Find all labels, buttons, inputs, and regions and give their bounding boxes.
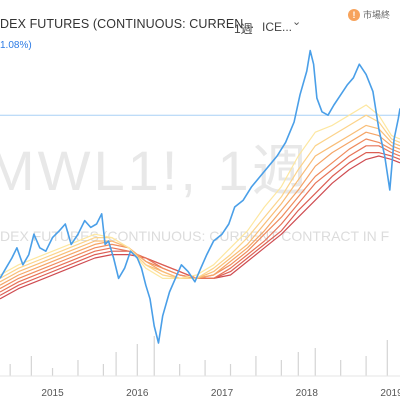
volume-bar xyxy=(115,352,117,376)
market-status-label: 市場終 xyxy=(363,10,391,20)
volume-bar xyxy=(136,344,138,376)
volume-bar xyxy=(51,368,54,376)
chevron-down-icon[interactable]: ⌄ xyxy=(292,16,302,28)
volume-bar xyxy=(102,364,104,376)
interval-label[interactable]: 1週 xyxy=(234,22,253,36)
volume-bar xyxy=(314,348,316,376)
price-line xyxy=(0,49,400,344)
x-axis: 2015 2016 2017 2018 2019 xyxy=(41,388,400,399)
volume-bar xyxy=(179,364,181,376)
volume-bars xyxy=(9,336,388,376)
market-status-icon[interactable]: ! xyxy=(348,9,360,21)
volume-bar xyxy=(255,356,257,376)
ribbon-line-2 xyxy=(0,114,400,279)
volume-bar xyxy=(365,356,367,376)
x-tick-label: 2015 xyxy=(41,388,64,399)
ribbon-line-6 xyxy=(0,145,400,293)
volume-bar xyxy=(77,360,79,376)
volume-bar xyxy=(229,364,232,376)
x-tick-label: 2018 xyxy=(296,388,319,399)
volume-bar xyxy=(30,356,32,376)
ribbon-line-4 xyxy=(0,131,400,286)
moving-average-ribbon xyxy=(0,104,400,300)
volume-bar xyxy=(386,340,388,376)
volume-bar xyxy=(153,336,155,376)
interval-separator: · xyxy=(227,22,230,31)
x-tick-label: 2016 xyxy=(126,388,149,399)
volume-bar xyxy=(340,360,342,376)
price-change-label: 1.08%) xyxy=(0,40,32,51)
ribbon-line-3 xyxy=(0,124,400,283)
exchange-label[interactable]: ICE... xyxy=(262,20,293,34)
watermark-description: DEX FUTURES (CONTINUOUS: CURRENT CONTRAC… xyxy=(0,228,389,244)
symbol-title[interactable]: DEX FUTURES (CONTINUOUS: CURREN... xyxy=(0,17,255,31)
ribbon-line-5 xyxy=(0,138,400,290)
ribbon-line-8 xyxy=(0,155,400,300)
price-series xyxy=(0,49,400,344)
ribbon-line-7 xyxy=(0,152,400,296)
volume-bar xyxy=(280,360,282,376)
x-tick-label: 2019 xyxy=(380,388,400,399)
volume-bar xyxy=(9,364,11,376)
x-tick-label: 2017 xyxy=(211,388,234,399)
ribbon-line-1 xyxy=(0,104,400,279)
volume-bar xyxy=(204,360,206,376)
volume-bar xyxy=(297,352,299,376)
watermark: MWL1!, 1週 DEX FUTURES (CONTINUOUS: CURRE… xyxy=(0,139,389,244)
watermark-symbol: MWL1!, 1週 xyxy=(0,139,311,202)
